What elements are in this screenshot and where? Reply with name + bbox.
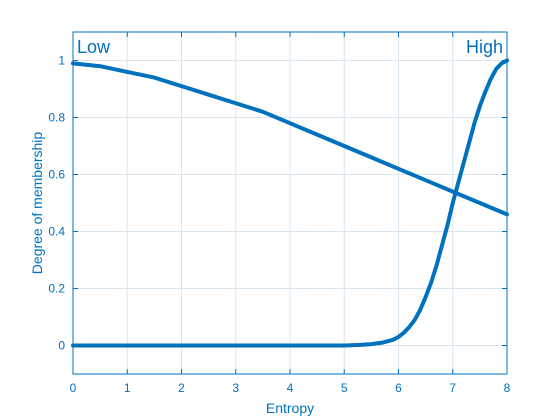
tick-marks [72,32,508,374]
x-tick-label: 7 [449,381,456,395]
series-line-high [71,58,509,348]
x-tick-label: 1 [124,381,131,395]
x-tick-label: 5 [341,381,348,395]
x-tick-label: 4 [287,381,294,395]
tick-labels: 0 1 2 3 4 5 6 7 8 0 0.2 0.4 0.6 0.8 1 [48,54,510,396]
y-axis-label: Degree of membership [29,132,45,275]
series-lines [71,58,509,348]
x-tick-label: 0 [70,381,77,395]
plot-frame [72,31,508,375]
y-tick-label: 0.4 [48,225,65,239]
y-tick-label: 0.6 [48,168,65,182]
y-tick-label: 0.8 [48,111,65,125]
series-label-high: High [466,37,503,57]
x-tick-label: 6 [395,381,402,395]
x-tick-label: 8 [504,381,511,395]
series-line-low [71,61,509,217]
series-label-low: Low [77,37,111,57]
y-tick-label: 0 [58,339,65,353]
y-tick-label: 1 [58,54,65,68]
y-tick-label: 0.2 [48,282,65,296]
x-tick-label: 2 [178,381,185,395]
x-axis-label: Entropy [266,400,314,416]
x-tick-label: 3 [232,381,239,395]
